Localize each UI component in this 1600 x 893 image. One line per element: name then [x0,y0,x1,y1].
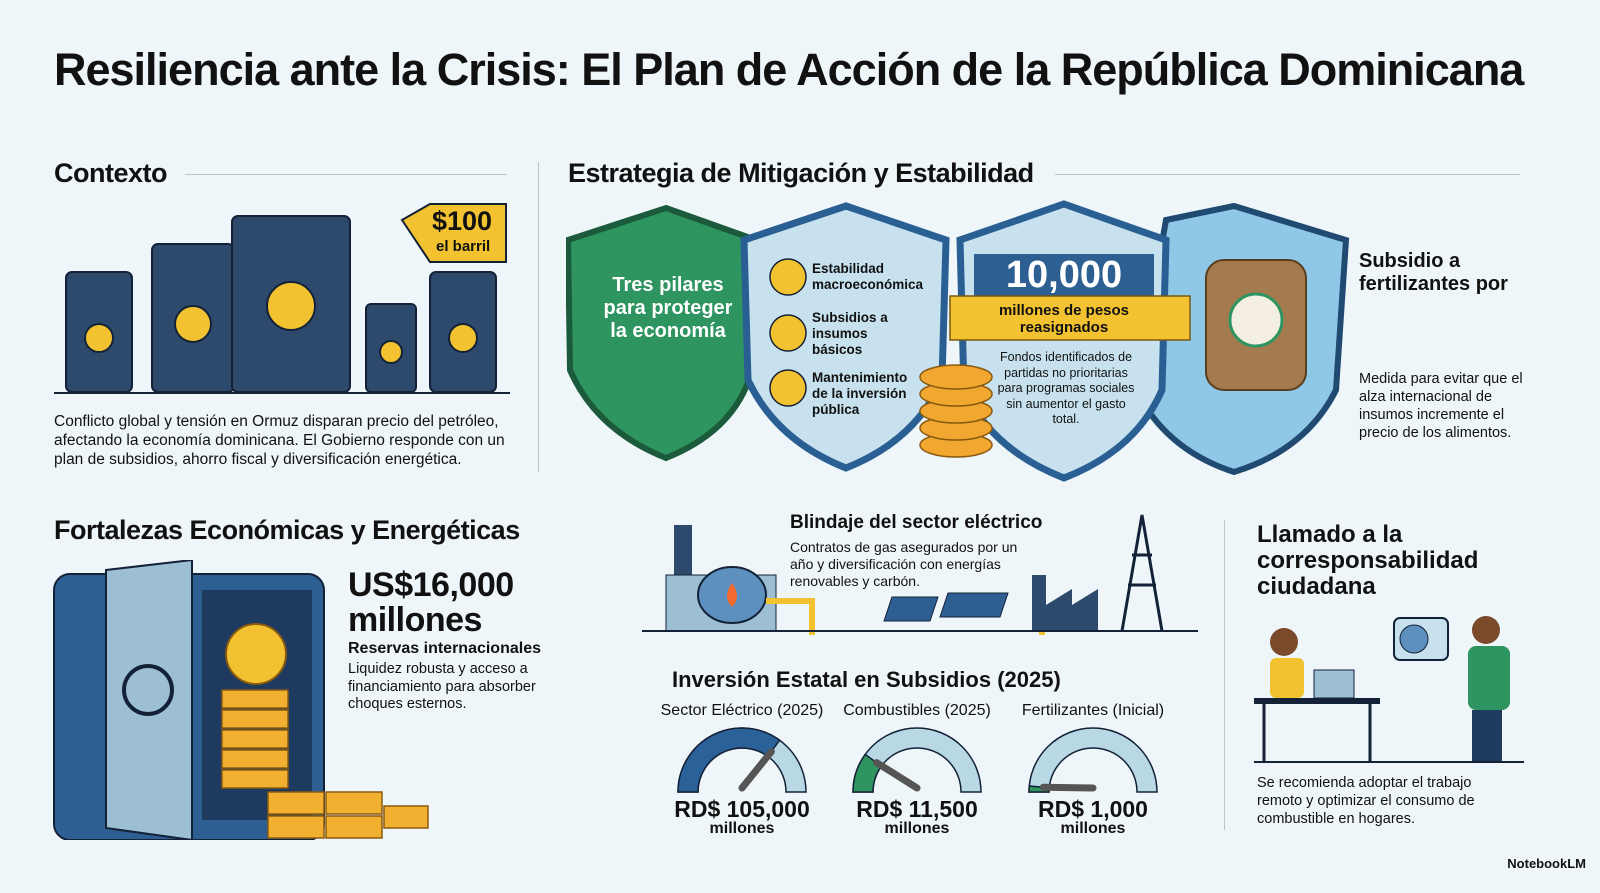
notebooklm-watermark: NotebookLM [1507,856,1586,871]
gauge-fill [677,727,781,793]
gauge [677,727,807,793]
gauge-track [852,727,982,793]
reassigned-shield [956,200,1170,482]
gauge-label: Fertilizantes (Inicial) [1021,702,1165,719]
gauge-unit: millones [709,820,775,837]
citizen-heading: Llamado a la corresponsabilidad ciudadan… [1257,521,1479,600]
divider [1224,520,1225,830]
vault-wheel-icon [122,664,174,716]
pillar-1: Estabilidad macroeconómica [812,261,924,292]
pillar-2: Subsidios a insumos básicos [812,310,888,357]
electric-text: Contratos de gas asegurados por un año y… [790,539,1018,589]
gauge-value: RD$ 105,000 [674,796,810,822]
gauge [852,727,982,793]
price-unit: el barril [436,238,491,255]
pillars-title: Tres pilares para proteger la economía [603,274,733,342]
strategy-heading: Estrategia de Mitigación y Estabilidad [568,158,1034,188]
gauge-value: RD$ 11,500 [856,796,978,822]
laptop-icon [1313,669,1355,699]
strengths-heading: Fortalezas Económicas y Energéticas [54,515,520,545]
fertilizer-heading: Subsidio a fertilizantes por [1359,250,1508,295]
fertilizer-text: Medida para evitar que el alza internaci… [1359,371,1523,441]
reassigned-label: millones de pesos reasignados [998,302,1130,336]
gauge-needle [873,759,921,792]
divider [538,162,539,472]
price-value: $100 [432,206,493,236]
price-tag [400,203,507,263]
power-sector-illustration [642,514,1198,635]
citizen-text: Se recomienda adoptar el trabajo remoto … [1257,775,1475,827]
divider [1055,174,1520,175]
coin-stack-icon [919,364,993,458]
context-heading: Contexto [54,158,168,188]
remote-work-illustration [1254,616,1524,763]
gauge-needle [738,748,775,792]
reserves-value: US$16,000 millones [348,566,514,639]
gold-bars-icon [221,689,429,839]
gauge-needle [1039,783,1097,792]
gauge-label: Sector Eléctrico (2025) [660,702,824,719]
reassigned-value: 10,000 [1005,254,1123,296]
electric-heading: Blindaje del sector eléctrico [790,512,1043,533]
dollar-coin-icon [225,623,287,685]
gauge-label: Combustibles (2025) [843,702,991,719]
oil-barrels-illustration [54,203,510,394]
ribbon [949,295,1191,341]
gauge-unit: millones [1060,820,1126,837]
context-text: Conflicto global y tensión en Ormuz disp… [54,413,505,468]
gauge [1028,727,1158,793]
power-tower-icon [1120,514,1164,632]
reserves-text: Liquidez robusta y acceso a financiamien… [348,661,536,712]
reassigned-text: Fondos identificados de partidas no prio… [997,350,1135,426]
gauge-track [1028,727,1158,793]
pillar-3: Mantenimiento de la inversión pública [812,370,908,417]
divider [185,174,507,175]
reserves-label: Reservas internacionales [348,640,541,657]
gauge-value: RD$ 1,000 [1038,796,1148,822]
shields-illustration [566,200,1350,482]
pillars-shield [566,204,760,462]
vault-illustration [53,560,429,840]
page-title: Resiliencia ante la Crisis: El Plan de A… [54,44,1524,95]
factory-icon [1032,575,1098,631]
solar-panel-icon [883,592,1009,622]
gauge-unit: millones [884,820,950,837]
investment-heading: Inversión Estatal en Subsidios (2025) [672,667,1061,692]
